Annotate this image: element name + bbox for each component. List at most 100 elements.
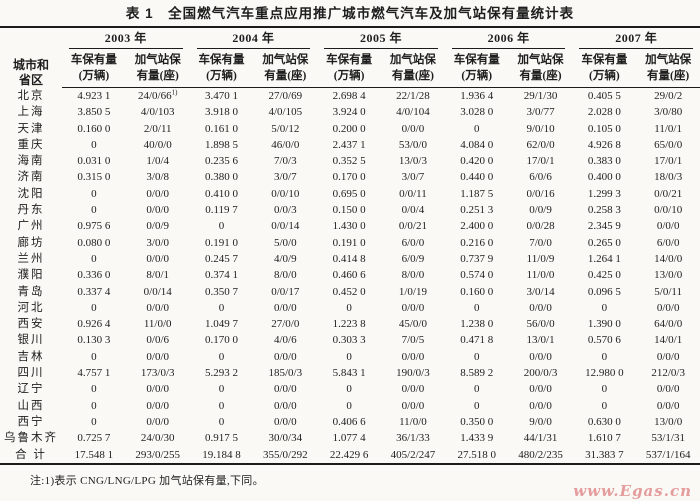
cell-value: 18/0/3 (654, 171, 683, 184)
cell-value: 0 (473, 350, 480, 363)
year-label: 2007 年 (579, 29, 694, 49)
cell-value: 3/0/14 (526, 285, 555, 298)
cell-value: 22.429 6 (329, 448, 369, 461)
cell-value: 0/0/28 (526, 220, 555, 233)
cell-value: 3.850 5 (77, 106, 111, 119)
cell-value: 0/0/0 (401, 399, 425, 412)
cell-value: 0.975 6 (77, 220, 111, 233)
cell-value: 0.737 9 (460, 252, 494, 265)
cell-value: 40/0/0 (143, 138, 172, 151)
year-header: 2007 年 (572, 27, 700, 49)
cell-value: 0.471 8 (460, 334, 494, 347)
cell-value: 0.452 0 (332, 285, 366, 298)
table-row: 廊坊 0.080 0 3/0/0 0.191 0 5/0/0 0.191 0 6/0/0 0.… (0, 235, 700, 251)
cell-value: 17/0/1 (526, 155, 555, 168)
cell-value: 0.258 3 (587, 204, 621, 217)
cell-value: 0/0/0 (401, 122, 425, 135)
cell-value: 0/0/4 (401, 204, 425, 217)
cell-value: 0/0/6 (146, 334, 170, 347)
cell-value: 0.336 0 (77, 269, 111, 282)
cell-value: 0.105 0 (587, 122, 621, 135)
cell-value: 0.440 0 (460, 171, 494, 184)
cell-value: 0 (346, 350, 352, 363)
cell-value: 0.383 0 (587, 155, 621, 168)
cell-value: 0 (473, 122, 480, 135)
cell-value: 0.245 7 (205, 252, 238, 265)
cell-value: 0 (218, 220, 225, 233)
cell-value: 0 (91, 301, 97, 314)
cell-value: 0.191 0 (205, 236, 238, 249)
cell-value: 13/0/1 (526, 334, 555, 347)
cell-value: 5/0/12 (271, 122, 300, 135)
cell-value: 0/0/0 (146, 383, 170, 396)
table-row: 河北 0 0/0/0 0 0/0/0 0 0/0/0 0 0/0/0 0 0/0/0 (0, 300, 700, 316)
cell-value: 44/1/31 (523, 432, 558, 445)
cell-value: 3.470 1 (205, 90, 238, 102)
cell-value: 9/0/0 (529, 415, 552, 428)
cell-value: 0.161 0 (205, 122, 238, 135)
cell-value: 0 (91, 383, 97, 396)
cell-value: 0/0/0 (274, 383, 297, 396)
row-city-label: 银川 (17, 334, 45, 347)
cell-value: 0 (91, 187, 97, 200)
cell-value: 0/0/14 (143, 285, 172, 298)
cell-value: 8.589 2 (460, 367, 494, 380)
cell-value: 0.096 5 (587, 285, 621, 298)
table-row: 济南 0.315 0 3/0/8 0.380 0 3/0/7 0.170 0 3/0/7 0.… (0, 169, 700, 185)
row-city-label: 广州 (17, 220, 45, 233)
cell-value: 7/0/3 (274, 155, 297, 168)
stations-header: 加气站保 有量(座) (125, 49, 190, 88)
cell-value: 3.924 0 (332, 106, 366, 119)
cell-value: 0/0/17 (271, 285, 300, 298)
cell-value: 29/1/30 (523, 90, 558, 102)
cell-value: 11/0/9 (526, 252, 555, 265)
cell-value: 14/0/0 (654, 252, 683, 265)
cell-value: 0.170 0 (205, 334, 238, 347)
cell-value: 3/0/77 (526, 106, 555, 119)
cell-value: 1.299 3 (587, 187, 621, 200)
cell-value: 1.390 0 (587, 318, 621, 331)
cell-value: 3.028 0 (460, 106, 494, 119)
cell-value: 0.917 5 (205, 432, 238, 445)
row-city-label: 海南 (17, 155, 45, 168)
row-city-label: 兰州 (17, 252, 45, 265)
cell-value: 3/0/0 (146, 236, 170, 249)
table-row: 濮阳 0.336 0 8/0/1 0.374 1 8/0/0 0.460 6 8/0/0 0.… (0, 267, 700, 283)
cell-value: 0/0/0 (274, 350, 297, 363)
year-label: 2005 年 (324, 29, 438, 49)
table-row: 海南 0.031 0 1/0/4 0.235 6 7/0/3 0.352 5 13/0/3 0… (0, 153, 700, 169)
row-city-label: 济南 (17, 171, 45, 184)
table-header: 城市和 省区 2003 年 2004 年 2005 年 2006 年 2007 … (0, 27, 700, 88)
cell-value: 0 (218, 350, 225, 363)
cell-value: 4.926 8 (587, 138, 621, 151)
cell-value: 4/0/104 (396, 106, 430, 119)
cell-value: 12.980 0 (585, 367, 624, 380)
cell-value: 0.352 5 (332, 155, 366, 168)
cell-value: 0.725 7 (77, 432, 111, 445)
cell-value: 0/0/0 (656, 399, 680, 412)
vehicles-header: 车保有量 (万辆) (189, 49, 254, 88)
cell-value: 11/0/1 (654, 122, 682, 135)
cell-value: 355/0/292 (263, 448, 308, 461)
cell-value: 1.610 7 (587, 432, 621, 445)
cell-value: 1.238 0 (460, 318, 494, 331)
cell-value: 0/0/0 (529, 301, 552, 314)
cell-value: 4/0/105 (268, 106, 303, 119)
cell-value: 0 (601, 383, 608, 396)
cell-value: 65/0/0 (654, 138, 683, 151)
table-row: 四川 4.757 1 173/0/3 5.293 2 185/0/3 5.843 1 190… (0, 365, 700, 381)
cell-value: 13/0/0 (654, 269, 683, 282)
cell-value: 0 (473, 383, 480, 396)
cell-value: 0.170 0 (332, 171, 366, 184)
cell-value: 0/0/0 (529, 399, 552, 412)
cell-value: 17.548 1 (74, 448, 114, 461)
cell-value: 53/0/0 (398, 138, 427, 151)
cell-value: 0/0/0 (146, 204, 170, 217)
cell-value: 0.574 0 (460, 269, 494, 282)
cell-value: 0.630 0 (587, 415, 621, 428)
cell-value: 0/0/11 (399, 187, 427, 200)
cell-value: 6/0/6 (529, 171, 552, 184)
cell-value: 0/0/0 (656, 220, 680, 233)
cell-value: 1.049 7 (205, 318, 238, 331)
cell-value: 5/0/0 (274, 236, 297, 249)
